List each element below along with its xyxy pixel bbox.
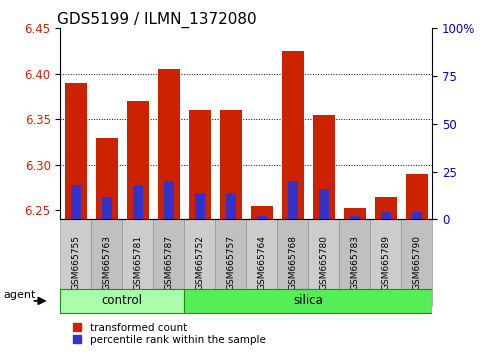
Bar [164, 181, 174, 219]
Bar [60, 219, 91, 306]
Bar [257, 216, 267, 219]
Bar [185, 219, 215, 306]
Bar [375, 197, 397, 219]
Bar [189, 110, 211, 219]
Text: GSM665755: GSM665755 [71, 235, 80, 290]
Text: agent: agent [3, 290, 35, 300]
Text: GDS5199 / ILMN_1372080: GDS5199 / ILMN_1372080 [57, 12, 256, 28]
Bar [319, 189, 329, 219]
Bar [288, 181, 298, 219]
Text: GSM665768: GSM665768 [288, 235, 298, 290]
Bar [154, 219, 185, 306]
Bar [246, 219, 277, 306]
Bar [370, 219, 401, 306]
Text: GSM665790: GSM665790 [412, 235, 421, 290]
Text: GSM665764: GSM665764 [257, 235, 266, 290]
Bar [308, 219, 340, 306]
Bar [133, 185, 143, 219]
Bar [350, 216, 360, 219]
Bar [158, 69, 180, 219]
Bar [102, 196, 112, 219]
Text: control: control [102, 295, 143, 307]
Text: GSM665763: GSM665763 [102, 235, 112, 290]
Bar [313, 115, 335, 219]
Text: GSM665789: GSM665789 [381, 235, 390, 290]
Bar [277, 219, 308, 306]
Text: GSM665757: GSM665757 [227, 235, 235, 290]
Text: GSM665781: GSM665781 [133, 235, 142, 290]
Text: GSM665780: GSM665780 [319, 235, 328, 290]
Bar [344, 208, 366, 219]
Bar [340, 219, 370, 306]
Text: GSM665787: GSM665787 [164, 235, 173, 290]
Bar [401, 219, 432, 306]
Bar [127, 101, 149, 219]
Legend: transformed count, percentile rank within the sample: transformed count, percentile rank withi… [73, 323, 266, 345]
FancyBboxPatch shape [60, 289, 185, 313]
Bar [215, 219, 246, 306]
Bar [381, 212, 391, 219]
Bar [251, 206, 273, 219]
Bar [220, 110, 242, 219]
FancyBboxPatch shape [185, 289, 432, 313]
Bar [65, 83, 87, 219]
Text: GSM665752: GSM665752 [195, 235, 204, 290]
Bar [71, 185, 81, 219]
Bar [91, 219, 122, 306]
Text: silica: silica [293, 295, 323, 307]
Bar [195, 193, 205, 219]
Bar [282, 51, 304, 219]
Bar [96, 138, 118, 219]
Bar [122, 219, 154, 306]
Bar [412, 212, 422, 219]
Text: GSM665783: GSM665783 [350, 235, 359, 290]
Bar [406, 174, 427, 219]
Bar [226, 193, 236, 219]
